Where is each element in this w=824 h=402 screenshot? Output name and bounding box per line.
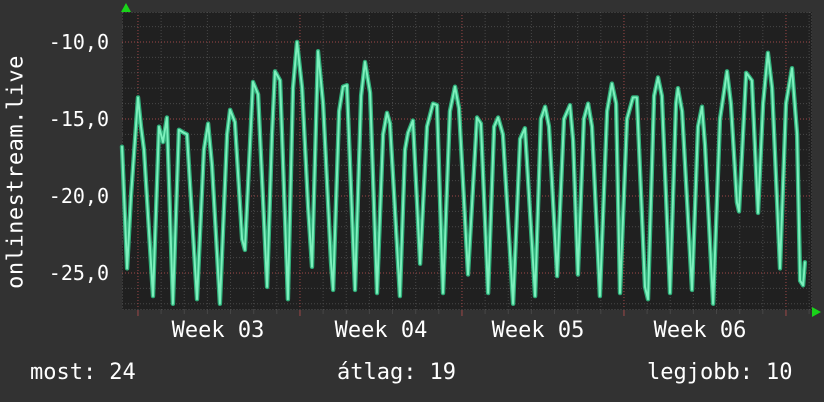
x-tick-label: Week 04	[334, 318, 428, 343]
stat-value: 24	[109, 360, 136, 385]
x-tick-label: Week 05	[491, 318, 585, 343]
stat-legjobb: legjobb: 10	[647, 361, 792, 385]
y-tick-label: -10,0	[48, 30, 109, 54]
stat-value: 19	[429, 360, 456, 385]
y-tick-label: -15,0	[48, 107, 109, 131]
chart-plot-area	[119, 12, 812, 316]
y-tick-label: -20,0	[48, 184, 109, 208]
stat-value: 10	[765, 360, 793, 385]
stat-label: most:	[30, 360, 97, 385]
chart-vertical-title: onlinestream.live	[3, 55, 29, 289]
x-tick-label: Week 06	[653, 318, 747, 343]
stat-most: most: 24	[30, 361, 136, 385]
stat-label: legjobb:	[647, 360, 753, 385]
line-chart	[119, 12, 812, 316]
stat-label: átlag:	[337, 360, 417, 385]
stat-atlag: átlag: 19	[337, 361, 456, 385]
y-axis-arrow-icon	[121, 3, 131, 12]
x-axis-arrow-icon	[812, 307, 821, 317]
y-tick-label: -25,0	[48, 261, 109, 285]
x-tick-label: Week 03	[171, 318, 265, 343]
